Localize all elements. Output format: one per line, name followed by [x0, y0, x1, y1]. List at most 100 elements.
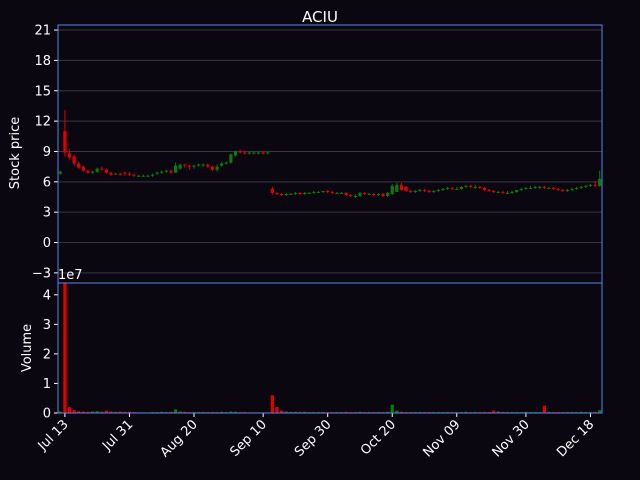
candle-body [515, 189, 519, 192]
candle-body [468, 185, 473, 187]
volume-bar [390, 404, 394, 413]
candle-body [528, 187, 533, 189]
candle-body [275, 192, 279, 194]
candle-body [104, 169, 109, 173]
candle-body [196, 164, 201, 166]
candle-body [362, 192, 367, 194]
volume-bar [233, 411, 238, 413]
candle-body [376, 193, 381, 195]
candle-body [422, 189, 427, 191]
candle-body [183, 164, 187, 166]
candle-body [261, 152, 265, 154]
price-y-axis: −3 0 3 6 9 12 15 18 21 [32, 24, 58, 281]
candle-body [445, 187, 450, 189]
candle-body [86, 170, 90, 173]
candle-body [335, 192, 339, 194]
date-tick-label: Jul 13 [35, 417, 72, 454]
price-tick-label: 15 [34, 84, 51, 99]
volume-tick-label: 2 [43, 347, 51, 362]
candle-body [510, 191, 514, 193]
volume-bar [81, 411, 85, 413]
volume-bar [104, 410, 109, 413]
candle-body [150, 174, 155, 176]
candle-body [556, 188, 560, 190]
candle-body [575, 187, 579, 189]
candle-body [289, 193, 293, 195]
candle-body [538, 186, 542, 188]
volume-axes-frame [57, 282, 603, 414]
volume-bar [118, 411, 122, 413]
candle-body [307, 192, 311, 194]
candle-body [160, 171, 164, 173]
candle-body [229, 154, 233, 163]
price-tick-label: 9 [43, 145, 51, 160]
volume-bar [169, 411, 173, 413]
candle-body [252, 152, 256, 154]
volume-tick-label: 1 [43, 377, 51, 392]
candle-body [81, 166, 85, 171]
volume-bar [386, 411, 390, 413]
candle-body [505, 192, 510, 194]
candle-body [137, 175, 141, 177]
candle-body [459, 186, 464, 189]
candle-body [118, 173, 122, 175]
candle-body [132, 174, 136, 176]
volume-bar [123, 411, 127, 413]
candle-body [215, 166, 219, 170]
candle-body [326, 190, 330, 192]
volume-bar [279, 410, 284, 413]
candle-body [533, 186, 537, 188]
candle-body [187, 165, 192, 167]
volume-bar [77, 411, 81, 413]
candle-body [353, 195, 357, 197]
candle-body [501, 191, 505, 193]
candle-body [339, 192, 344, 194]
volume-bar [492, 410, 496, 413]
candle-body [492, 190, 496, 192]
price-y-axis-label: Stock price [8, 117, 23, 189]
candle-body [386, 192, 390, 196]
volume-y-axis-label: Volume [20, 324, 35, 372]
volume-bar [173, 409, 178, 413]
candle-body [67, 153, 72, 158]
candle-body [344, 192, 348, 195]
volume-bar [496, 411, 500, 413]
volume-bar [114, 411, 118, 413]
candle-body [427, 190, 431, 192]
volume-bar [501, 411, 505, 413]
candle-body [367, 193, 371, 195]
candle-body [565, 189, 570, 191]
volume-bar [579, 411, 583, 413]
candle-body [519, 188, 523, 190]
candle-body [206, 164, 210, 167]
candle-body [418, 189, 422, 191]
volume-bar [344, 411, 348, 413]
candle-body [372, 193, 376, 195]
date-tick-label: Jul 31 [99, 417, 136, 454]
candle-body [598, 178, 602, 186]
candle-body [63, 131, 67, 153]
candle-body [399, 184, 404, 190]
candle-body [247, 152, 251, 154]
price-panel: −3 0 3 6 9 12 15 18 21 Stock price [8, 24, 603, 284]
price-tick-label: 3 [43, 206, 51, 221]
volume-bar [127, 411, 132, 413]
volume-bar [358, 411, 362, 413]
volume-tick-label: 3 [43, 318, 51, 333]
candle-body [551, 187, 556, 189]
candle-body [413, 190, 417, 192]
volume-bar [90, 411, 95, 413]
candle-body [478, 186, 482, 188]
candle-body [109, 172, 113, 175]
volume-bar [399, 411, 404, 413]
date-tick-label: Dec 18 [554, 417, 597, 460]
candle-body [224, 162, 228, 164]
candle-body [482, 187, 487, 190]
candle-body [316, 191, 321, 193]
candle-body [127, 173, 132, 175]
candle-body [201, 164, 205, 166]
volume-bars [58, 283, 602, 413]
candle-body [77, 163, 81, 168]
candle-body [233, 151, 238, 156]
